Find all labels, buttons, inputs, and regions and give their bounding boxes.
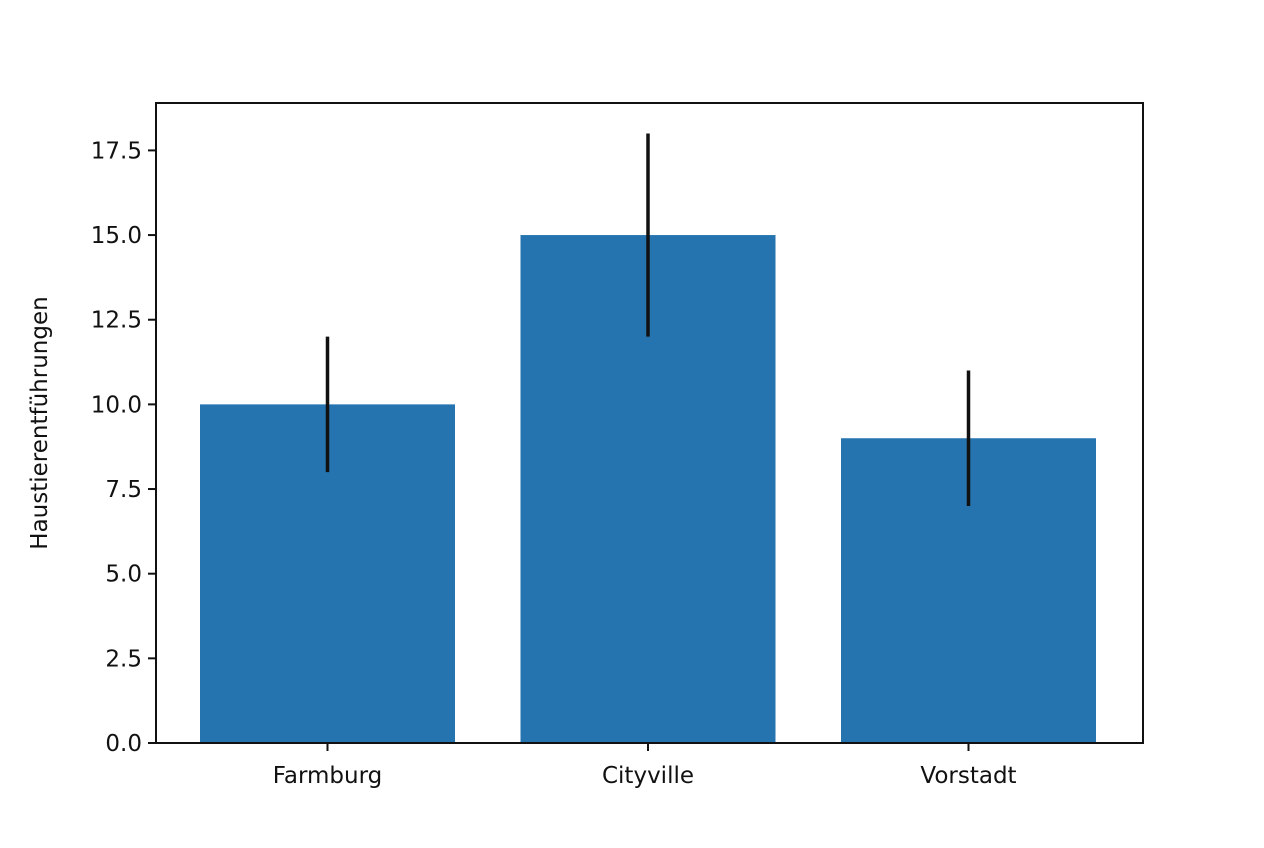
y-axis-ticks: 0.0 2.5 5.0 7.5 10.0 12.5 15.0 17.5: [91, 138, 156, 757]
x-tick-label: Vorstadt: [920, 763, 1016, 789]
x-tick-label: Farmburg: [273, 763, 383, 789]
error-bars-layer: [325, 133, 971, 506]
y-tick-label: 10.0: [91, 392, 142, 418]
y-tick-label: 17.5: [91, 138, 142, 164]
y-axis-label: Haustierentführungen: [27, 296, 53, 549]
y-tick-label: 5.0: [105, 562, 142, 588]
x-tick-label: Cityville: [602, 763, 694, 789]
y-tick-label: 12.5: [91, 308, 142, 334]
y-tick-label: 2.5: [105, 646, 142, 672]
y-tick-label: 7.5: [105, 477, 142, 503]
x-axis-ticks: Farmburg Cityville Vorstadt: [273, 743, 1017, 789]
plot-frame: [155, 102, 1144, 744]
y-tick-label: 0.0: [105, 731, 142, 757]
y-tick-label: 15.0: [91, 223, 142, 249]
